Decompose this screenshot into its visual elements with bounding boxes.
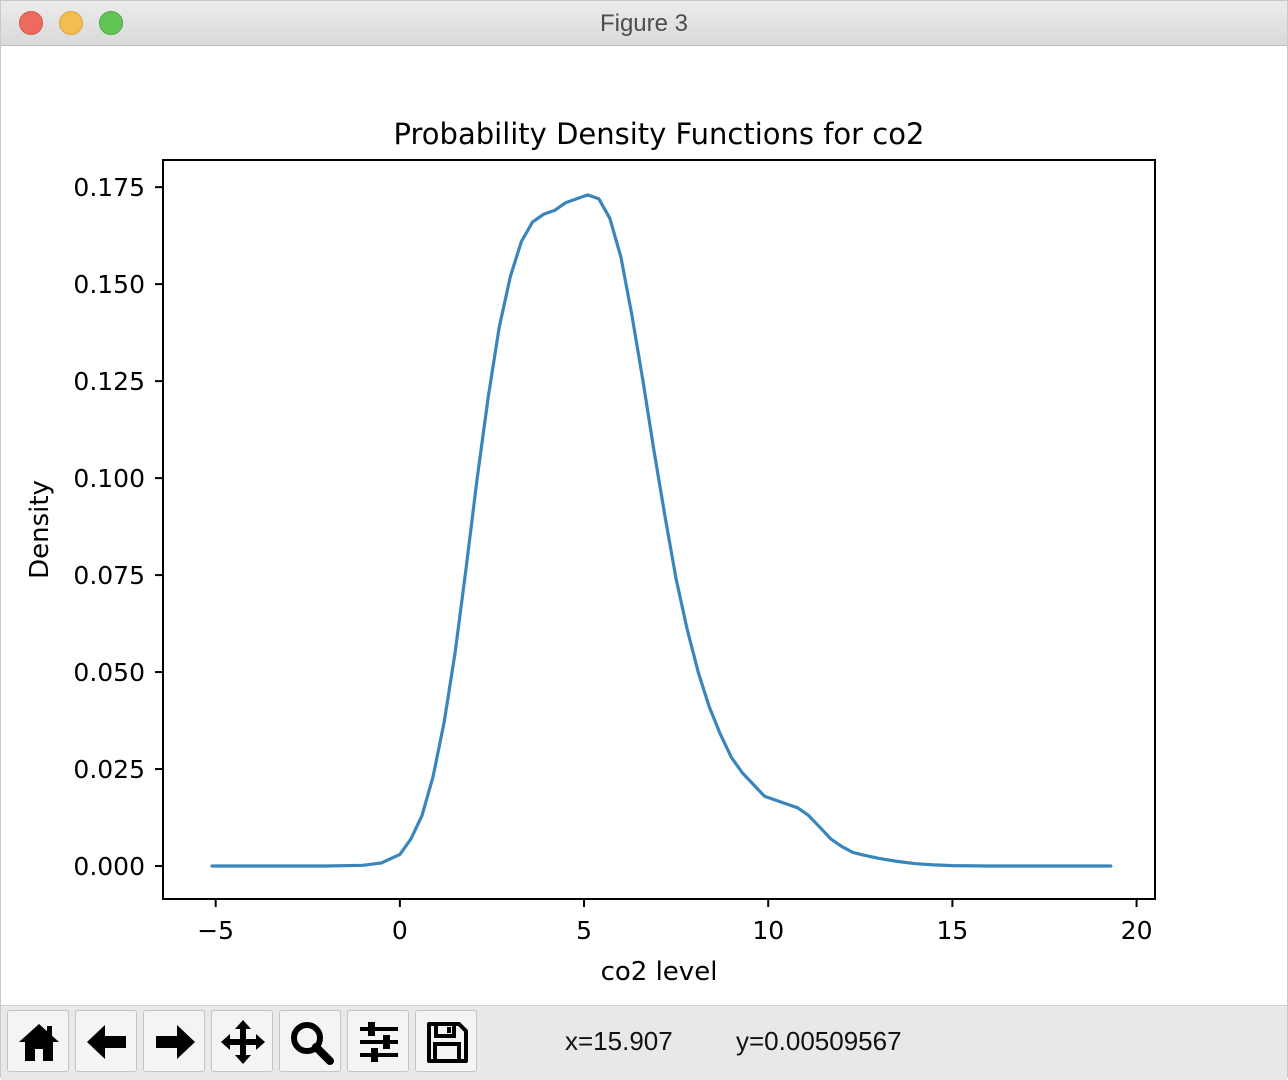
plot-frame <box>162 159 1156 900</box>
x-tick-label: 5 <box>576 916 592 945</box>
zoom-window-button[interactable] <box>99 11 123 35</box>
navigation-toolbar: x=15.907 y=0.00509567 <box>1 1005 1287 1080</box>
y-tick-label: 0.150 <box>73 270 145 299</box>
zoom-icon <box>291 1022 334 1065</box>
x-tick-label: 10 <box>752 916 784 945</box>
save-icon <box>427 1022 468 1063</box>
subplots-icon <box>360 1022 398 1062</box>
y-tick-label: 0.025 <box>73 755 145 784</box>
title-bar: Figure 3 <box>1 1 1287 46</box>
chart-title: Probability Density Functions for co2 <box>394 117 925 151</box>
figure-canvas[interactable]: Probability Density Functions for co2 −5 0… <box>1 46 1287 1004</box>
pan-icon <box>221 1020 265 1064</box>
close-window-button[interactable] <box>19 11 43 35</box>
cursor-y-readout: y=0.00509567 <box>736 1026 902 1056</box>
zoom-button[interactable] <box>279 1010 341 1072</box>
forward-button[interactable] <box>143 1010 205 1072</box>
x-tick-label: 15 <box>936 916 968 945</box>
forward-arrow-icon <box>156 1025 195 1059</box>
y-tick-label: 0.100 <box>73 464 145 493</box>
pan-button[interactable] <box>211 1010 273 1072</box>
x-tick-label: −5 <box>197 916 234 945</box>
minimize-window-button[interactable] <box>59 11 83 35</box>
x-tick-label: 20 <box>1121 916 1153 945</box>
back-button[interactable] <box>75 1010 137 1072</box>
save-button[interactable] <box>415 1010 477 1072</box>
back-arrow-icon <box>87 1025 126 1059</box>
subplots-button[interactable] <box>347 1010 409 1072</box>
y-tick-label: 0.175 <box>73 173 145 202</box>
y-tick-label: 0.050 <box>73 658 145 687</box>
x-axis-label: co2 level <box>601 957 718 987</box>
x-tick-label: 0 <box>392 916 408 945</box>
y-axis-label: Density <box>25 480 55 579</box>
density-series-line-0 <box>210 193 1113 868</box>
y-tick-label: 0.075 <box>73 561 145 590</box>
cursor-x-readout: x=15.907 <box>565 1026 673 1056</box>
chart-svg: Probability Density Functions for co2 −5 0… <box>25 117 1156 987</box>
window-title: Figure 3 <box>599 10 689 37</box>
home-icon <box>19 1024 59 1061</box>
y-tick-label: 0.000 <box>73 852 145 881</box>
home-button[interactable] <box>7 1010 69 1072</box>
y-tick-label: 0.125 <box>73 367 145 396</box>
